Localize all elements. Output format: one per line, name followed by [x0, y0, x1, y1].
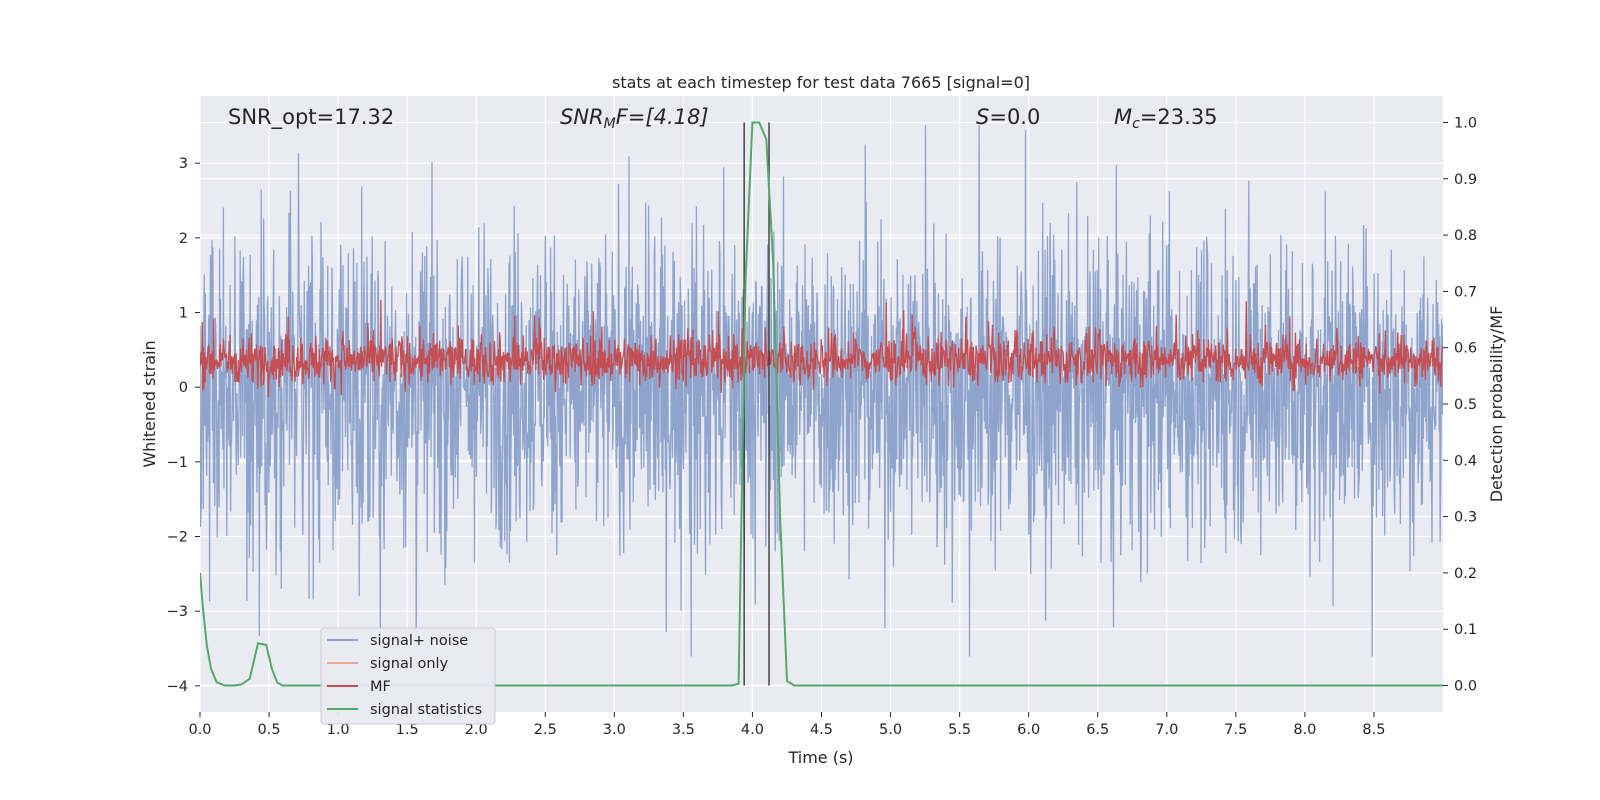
- annotation-snr-mf-base: SNR: [560, 105, 604, 129]
- chart-title: stats at each timestep for test data 766…: [612, 73, 1030, 92]
- annotation-mc-rest: =23.35: [1140, 105, 1218, 129]
- legend-label-signal-only: signal only: [370, 656, 449, 672]
- y-right-tick-label: 0.2: [1454, 566, 1477, 582]
- x-tick-label: 4.0: [741, 722, 764, 738]
- legend-label-mf: MF: [370, 679, 391, 695]
- y-right-tick-label: 0.4: [1454, 453, 1477, 469]
- x-tick-label: 3.0: [603, 722, 626, 738]
- legend-label-signal-noise: signal+ noise: [370, 633, 468, 649]
- x-tick-label: 2.0: [465, 722, 488, 738]
- x-tick-label: 2.5: [534, 722, 557, 738]
- series-signal-noise: [200, 125, 1443, 657]
- y-left-tick-label: 0: [179, 380, 188, 396]
- x-tick-label: 6.5: [1086, 722, 1109, 738]
- y-left-tick-label: 2: [179, 231, 188, 247]
- y-left-tick-label: −1: [167, 455, 188, 471]
- annotation-mc: Mc=23.35: [1114, 105, 1218, 132]
- y-right-tick-label: 0.3: [1454, 510, 1477, 526]
- legend-label-signal-statistics: signal statistics: [370, 702, 482, 718]
- annotation-snr-mf: SNRMF=[4.18]: [560, 105, 709, 132]
- x-tick-label: 1.0: [327, 722, 350, 738]
- y-left-tick-label: 1: [179, 306, 188, 322]
- x-tick-label: 1.5: [396, 722, 419, 738]
- y-axis-right-ticks: 1.0 0.9 0.8 0.7 0.6 0.5 0.4 0.3 0.2 0.1 0.0: [1443, 115, 1477, 695]
- line-signal-noise: [200, 125, 1443, 657]
- annotation-snr-mf-sub: M: [604, 116, 616, 132]
- x-tick-label: 4.5: [810, 722, 833, 738]
- annotation-mc-sub: c: [1132, 116, 1140, 132]
- x-tick-label: 8.5: [1362, 722, 1385, 738]
- legend-box: [320, 627, 496, 725]
- annotation-mc-base: M: [1114, 105, 1132, 129]
- y-right-tick-label: 0.5: [1454, 397, 1477, 413]
- y-axis-left-label: Whitened strain: [140, 340, 159, 467]
- y-right-tick-label: 1.0: [1454, 115, 1477, 131]
- x-tick-label: 3.5: [672, 722, 695, 738]
- y-axis-right-label: Detection probability/MF: [1487, 306, 1506, 503]
- y-left-tick-label: −4: [167, 679, 188, 695]
- y-left-tick-label: −3: [167, 604, 188, 620]
- y-left-tick-label: −2: [167, 530, 188, 546]
- y-left-tick-label: 3: [179, 156, 188, 172]
- x-tick-label: 5.0: [879, 722, 902, 738]
- x-tick-label: 0.5: [258, 722, 281, 738]
- y-right-tick-label: 0.6: [1454, 341, 1477, 357]
- y-right-tick-label: 0.1: [1454, 622, 1477, 638]
- y-right-tick-label: 0.9: [1454, 172, 1477, 188]
- annotation-s-rest: =0.0: [989, 105, 1040, 129]
- x-tick-label: 7.5: [1224, 722, 1247, 738]
- annotation-s-base: S: [976, 105, 989, 129]
- y-right-tick-label: 0.8: [1454, 228, 1477, 244]
- series-mf: [200, 295, 1443, 398]
- x-axis-label: Time (s): [787, 748, 853, 767]
- annotation-s: S=0.0: [976, 105, 1040, 129]
- x-tick-label: 0.0: [188, 722, 211, 738]
- y-axis-left-ticks: 3 2 1 0 −1 −2 −3 −4: [167, 156, 200, 695]
- x-tick-label: 8.0: [1293, 722, 1316, 738]
- line-mf: [200, 295, 1443, 398]
- x-tick-label: 7.0: [1155, 722, 1178, 738]
- x-tick-label: 6.0: [1017, 722, 1040, 738]
- x-axis-ticks: 0.0 0.5 1.0 1.5 2.0 2.5 3.0 3.5 4.0 4.5 5.0 5.5 6.0 6…: [188, 712, 1385, 738]
- x-tick-label: 5.5: [948, 722, 971, 738]
- legend: signal+ noise signal only MF signal stat…: [320, 627, 496, 725]
- y-right-tick-label: 0.7: [1454, 284, 1477, 300]
- annotation-snr-opt: SNR_opt=17.32: [228, 105, 394, 130]
- y-right-tick-label: 0.0: [1454, 679, 1477, 695]
- annotation-snr-mf-rest: F=[4.18]: [616, 105, 709, 129]
